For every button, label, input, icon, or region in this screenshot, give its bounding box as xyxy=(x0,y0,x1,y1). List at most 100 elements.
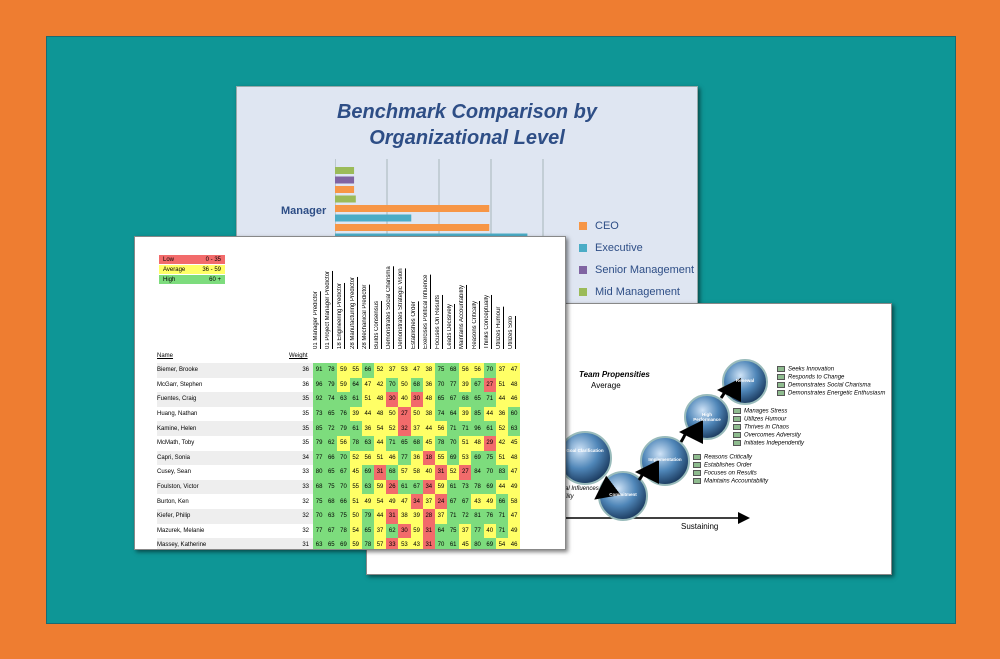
trait: Demonstrates Social Charisma xyxy=(777,382,871,389)
orb-label-renewal: Renewal xyxy=(735,378,755,383)
row-weight: 32 xyxy=(302,527,309,534)
name-header: Name xyxy=(157,353,174,359)
score-cell: 49 xyxy=(483,494,496,509)
score-cell: 56 xyxy=(471,363,484,378)
score-cell: 55 xyxy=(349,479,362,495)
score-cell: 71 xyxy=(386,435,399,451)
orb-label-commitment: Commitment xyxy=(609,492,637,497)
score-cell: 69 xyxy=(337,538,350,549)
trait: Establishes Order xyxy=(693,462,752,469)
score-cell: 71 xyxy=(447,421,460,436)
score-cell: 56 xyxy=(337,435,350,451)
score-cell: 53 xyxy=(459,450,472,466)
score-cell: 85 xyxy=(313,421,326,436)
arrow-3 xyxy=(679,420,704,445)
score-cell: 75 xyxy=(313,494,326,509)
score-cell: 79 xyxy=(313,435,326,451)
score-cell: 81 xyxy=(471,508,484,524)
bar-mid-management xyxy=(335,195,356,203)
score-cell: 68 xyxy=(459,392,472,407)
row-name: Biemer, Brooke xyxy=(157,367,199,374)
score-cell: 34 xyxy=(422,479,435,495)
row-weight: 35 xyxy=(302,411,309,418)
score-cell: 74 xyxy=(325,392,338,407)
table-row: Burton, Ken 32 75 68 66 51 49 54 49 47 34 37 24 67 67 4… xyxy=(157,494,521,509)
score-cell: 75 xyxy=(447,523,460,539)
benchmark-title-line1: Benchmark Comparison by xyxy=(336,101,598,123)
score-cell: 59 xyxy=(337,377,350,393)
score-cell: 91 xyxy=(313,363,326,378)
orb-label-implementation: Implementation xyxy=(648,457,682,462)
column-header: Establishes Order xyxy=(410,301,417,349)
score-cell: 67 xyxy=(459,494,472,509)
row-weight: 35 xyxy=(302,440,309,447)
score-cell: 77 xyxy=(447,377,460,393)
score-cell: 71 xyxy=(495,508,508,524)
legend-swatch xyxy=(579,266,587,274)
legend-label: CEO xyxy=(595,220,619,232)
score-cell: 56 xyxy=(434,421,448,436)
score-cell: 57 xyxy=(373,538,387,549)
score-cell: 37 xyxy=(410,421,423,436)
score-cell: 51 xyxy=(495,450,508,466)
score-cell: 39 xyxy=(410,508,423,524)
score-cell: 78 xyxy=(434,435,448,451)
score-cell: 65 xyxy=(471,392,484,407)
table-row: Kamine, Helen 35 85 72 79 61 36 54 52 32 37 44 56 71 7… xyxy=(157,421,521,436)
score-cell: 61 xyxy=(447,538,460,549)
row-name: Cusey, Sean xyxy=(157,469,191,476)
score-cell: 64 xyxy=(434,523,448,539)
team-subtitle: Average xyxy=(591,381,621,390)
table-row: Capri, Sonia 34 77 66 70 52 56 51 46 77 36 18 55 69 53… xyxy=(157,450,521,466)
score-cell: 45 xyxy=(422,435,435,451)
row-name: Capri, Sonia xyxy=(157,454,191,461)
score-cell: 65 xyxy=(398,435,411,451)
orb-label-high-performance: High Performance xyxy=(693,412,721,422)
score-cell: 73 xyxy=(459,479,472,495)
score-cell: 62 xyxy=(386,523,399,539)
score-cell: 59 xyxy=(373,479,387,495)
row-name: Burton, Ken xyxy=(157,498,189,505)
column-header: Utilizes Humour xyxy=(496,306,502,349)
score-cell: 36 xyxy=(422,377,435,393)
score-cell: 67 xyxy=(325,523,338,539)
score-cell: 37 xyxy=(373,523,387,539)
score-cell: 49 xyxy=(361,494,374,509)
score-cell: 80 xyxy=(313,465,326,480)
row-weight: 36 xyxy=(302,381,309,388)
row-weight: 35 xyxy=(302,396,309,403)
table-row: Massey, Katherine 31 63 65 69 59 78 57 33 53 43 31 7… xyxy=(157,538,521,549)
score-cell: 51 xyxy=(349,494,362,509)
legend-item-executive: Executive xyxy=(579,237,694,259)
table-row: Mazurek, Melanie 32 77 67 78 54 65 37 62 30 59 31 64… xyxy=(157,523,521,539)
score-cell: 74 xyxy=(434,406,448,422)
table-row: Biemer, Brooke 36 91 78 59 55 66 52 37 53 47 38 75 68… xyxy=(157,363,521,378)
score-cell: 69 xyxy=(483,538,496,549)
score-cell: 96 xyxy=(471,421,484,436)
trait: Thrives in Chaos xyxy=(733,424,789,431)
score-cell: 30 xyxy=(386,392,399,407)
benchmark-title-line2: Organizational Level xyxy=(369,127,565,149)
trait: ility xyxy=(565,494,574,500)
score-cell: 38 xyxy=(398,508,411,524)
score-cell: 70 xyxy=(313,508,326,524)
score-cell: 44 xyxy=(373,435,387,451)
score-cell: 56 xyxy=(361,450,374,466)
row-weight: 33 xyxy=(302,484,309,491)
score-cell: 75 xyxy=(483,450,496,466)
score-cell: 65 xyxy=(325,406,338,422)
score-cell: 49 xyxy=(508,479,521,495)
score-cell: 26 xyxy=(386,479,399,495)
score-cell: 71 xyxy=(495,523,508,539)
score-cell: 48 xyxy=(508,450,521,466)
score-cell: 67 xyxy=(447,392,460,407)
score-cell: 48 xyxy=(422,392,435,407)
score-cell: 31 xyxy=(373,465,387,480)
score-cell: 65 xyxy=(434,392,448,407)
legend-label: Executive xyxy=(595,242,643,254)
row-name: Foulston, Victor xyxy=(157,484,199,491)
score-cell: 71 xyxy=(459,421,472,436)
score-cell: 37 xyxy=(434,508,448,524)
score-cell: 28 xyxy=(422,508,435,524)
score-cell: 48 xyxy=(373,406,387,422)
